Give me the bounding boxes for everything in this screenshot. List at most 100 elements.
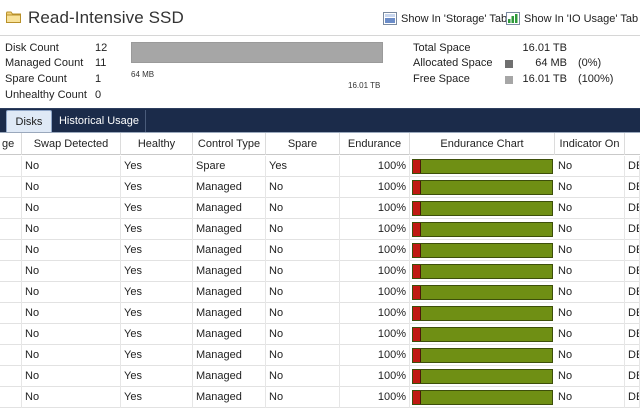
cell-control: Managed [193, 387, 266, 408]
cell-control: Managed [193, 303, 266, 324]
cell-control: Managed [193, 240, 266, 261]
column-header-healthy[interactable]: Healthy [121, 133, 193, 155]
stat-label: Spare Count [5, 73, 67, 85]
cell-swap: No [22, 303, 121, 324]
show-in-storage-tab-toggle[interactable]: Show In 'Storage' Tab [383, 12, 507, 25]
cell-spare: No [266, 324, 340, 345]
cell-healthy: Yes [121, 387, 193, 408]
cell-endurance: 100% [340, 198, 410, 219]
tab-historical-usage[interactable]: Historical Usage [53, 110, 146, 133]
cell-swap: No [22, 345, 121, 366]
cell-indicator: No [555, 303, 625, 324]
space-value: 16.01 TB [522, 73, 567, 85]
cell-spare: No [266, 219, 340, 240]
show-in-storage-tab-label: Show In 'Storage' Tab [401, 12, 508, 25]
cell-age [0, 303, 22, 324]
tab-bar: Disks Historical Usage [0, 108, 640, 133]
cell-endurance: 100% [340, 303, 410, 324]
cell-control: Managed [193, 324, 266, 345]
endurance-used-segment [413, 160, 421, 173]
folder-icon [6, 11, 21, 23]
endurance-used-segment [413, 265, 421, 278]
cell-swap: No [22, 240, 121, 261]
endurance-used-segment [413, 202, 421, 215]
stat-unhealthy-count: Unhealthy Count 0 [5, 89, 120, 105]
column-header-control-type[interactable]: Control Type [193, 133, 266, 155]
chart-icon [506, 12, 520, 25]
cell-extra: DE [625, 198, 640, 219]
tab-disks[interactable]: Disks [6, 110, 52, 133]
cell-indicator: No [555, 261, 625, 282]
column-header-endurance[interactable]: Endurance [340, 133, 410, 155]
free-space-row: Free Space 16.01 TB (100%) [413, 73, 633, 89]
capacity-min-label: 64 MB [131, 70, 155, 79]
space-value: 64 MB [535, 57, 567, 69]
endurance-used-segment [413, 181, 421, 194]
free-swatch [505, 76, 513, 84]
cell-healthy: Yes [121, 219, 193, 240]
cell-extra: DE [625, 345, 640, 366]
cell-spare: No [266, 177, 340, 198]
cell-indicator: No [555, 345, 625, 366]
endurance-bar [412, 327, 553, 342]
endurance-used-segment [413, 349, 421, 362]
cell-spare: No [266, 282, 340, 303]
endurance-bar [412, 285, 553, 300]
allocated-space-row: Allocated Space 64 MB (0%) [413, 57, 633, 73]
cell-endurance: 100% [340, 261, 410, 282]
cell-healthy: Yes [121, 345, 193, 366]
cell-extra: DE [625, 387, 640, 408]
cell-swap: No [22, 282, 121, 303]
cell-swap: No [22, 177, 121, 198]
endurance-used-segment [413, 391, 421, 404]
show-in-io-usage-tab-label: Show In 'IO Usage' Tab [524, 12, 639, 25]
cell-extra: DE [625, 282, 640, 303]
cell-spare: No [266, 240, 340, 261]
cell-control: Managed [193, 261, 266, 282]
space-percent: (100%) [578, 73, 614, 85]
endurance-bar [412, 222, 553, 237]
stat-value: 12 [95, 42, 108, 54]
cell-endurance: 100% [340, 282, 410, 303]
cell-endurance: 100% [340, 156, 410, 177]
total-space-row: Total Space 16.01 TB [413, 42, 633, 58]
column-header-age[interactable]: ge [0, 133, 22, 155]
column-header-spare[interactable]: Spare [266, 133, 340, 155]
column-header-endurance-chart[interactable]: Endurance Chart [410, 133, 555, 155]
capacity-max-label: 16.01 TB [348, 81, 381, 90]
cell-control: Managed [193, 366, 266, 387]
cell-swap: No [22, 261, 121, 282]
cell-control: Managed [193, 345, 266, 366]
space-label: Total Space [413, 42, 471, 54]
stat-label: Disk Count [5, 42, 59, 54]
column-header-extra[interactable] [625, 133, 640, 155]
cell-age [0, 387, 22, 408]
cell-healthy: Yes [121, 282, 193, 303]
column-header-indicator-on[interactable]: Indicator On [555, 133, 625, 155]
cell-extra: DE [625, 261, 640, 282]
cell-age [0, 219, 22, 240]
show-in-io-usage-tab-toggle[interactable]: Show In 'IO Usage' Tab [506, 12, 638, 25]
cell-indicator: No [555, 198, 625, 219]
cell-swap: No [22, 324, 121, 345]
stat-value: 11 [95, 57, 107, 69]
stat-spare-count: Spare Count 1 [5, 73, 120, 89]
cell-healthy: Yes [121, 156, 193, 177]
cell-extra: DE [625, 366, 640, 387]
cell-extra: DE [625, 219, 640, 240]
column-header-swap-detected[interactable]: Swap Detected [22, 133, 121, 155]
cell-spare: No [266, 198, 340, 219]
cell-control: Managed [193, 198, 266, 219]
